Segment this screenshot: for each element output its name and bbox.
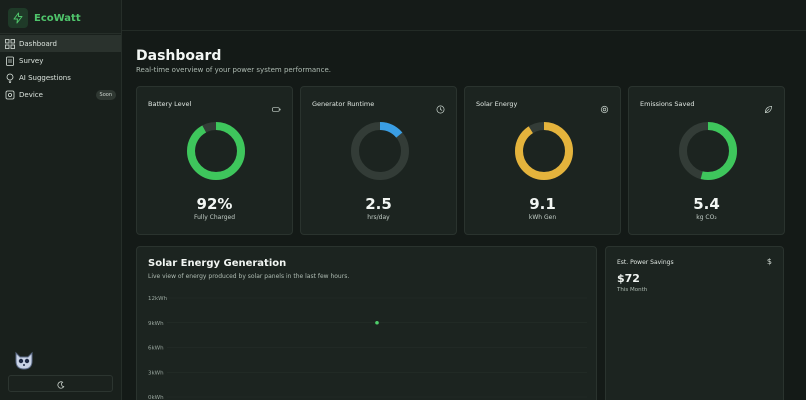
generator-unit: hrs/day [367, 214, 390, 221]
y-tick-label: 0kWh [148, 395, 164, 400]
page-subtitle: Real-time overview of your power system … [136, 66, 331, 74]
moon-icon [56, 374, 65, 393]
solar-donut [515, 122, 573, 180]
chart-data-point[interactable] [375, 320, 379, 325]
generator-donut [351, 122, 409, 180]
bolt-logo-icon [8, 8, 28, 28]
generator-value: 2.5 [365, 195, 392, 213]
card-title: Generator Runtime [312, 100, 375, 108]
sidebar: EcoWatt Dashboard Survey AI Suggestions [0, 0, 122, 400]
y-tick-label: 3kWh [148, 370, 164, 376]
sidebar-item-ai-suggestions[interactable]: AI Suggestions [0, 69, 121, 86]
emissions-unit: kg CO₂ [696, 214, 717, 221]
solar-generation-panel: Solar Energy Generation Live view of ene… [136, 246, 597, 400]
savings-period: This Month [617, 287, 648, 293]
y-tick-label: 12kWh [148, 296, 168, 302]
brand-name: EcoWatt [34, 12, 81, 24]
donut-progress-arc [351, 122, 409, 180]
page-title: Dashboard [136, 48, 222, 64]
dashboard-grid-icon [5, 38, 15, 49]
sidebar-item-dashboard[interactable]: Dashboard [0, 35, 121, 52]
sidebar-item-label: Device [19, 90, 43, 99]
battery-donut [187, 122, 245, 180]
sidebar-item-label: Survey [19, 56, 44, 65]
sidebar-divider [0, 33, 122, 34]
dollar-icon: $ [766, 257, 772, 266]
top-bar [122, 0, 806, 31]
clipboard-icon [5, 56, 15, 66]
emissions-saved-card: Emissions Saved 5.4 kg CO₂ [628, 86, 785, 235]
leaf-icon [764, 99, 773, 114]
sidebar-item-device[interactable]: Device Soon [0, 86, 121, 103]
donut-progress-arc [515, 122, 573, 180]
card-title: Emissions Saved [640, 100, 695, 108]
battery-icon [272, 99, 281, 112]
soon-badge: Soon [95, 89, 116, 100]
y-tick-label: 6kWh [148, 346, 164, 352]
battery-level-card: Battery Level 92% Fully Charged [136, 86, 293, 235]
donut-progress-arc [187, 122, 245, 180]
device-icon [5, 90, 15, 100]
solar-generation-title: Solar Energy Generation [148, 258, 287, 269]
savings-label: Est. Power Savings [617, 259, 674, 266]
avatar[interactable] [12, 349, 36, 371]
sun-icon [600, 99, 609, 114]
power-savings-panel: Est. Power Savings $ $72 This Month [605, 246, 784, 400]
emissions-value: 5.4 [693, 195, 720, 213]
y-tick-label: 9kWh [148, 321, 164, 327]
generator-runtime-card: Generator Runtime 2.5 hrs/day [300, 86, 457, 235]
solar-value: 9.1 [529, 195, 556, 213]
solar-unit: kWh Gen [528, 214, 557, 221]
clock-icon [436, 99, 445, 114]
brand[interactable]: EcoWatt [8, 8, 81, 28]
theme-toggle-button[interactable] [8, 375, 113, 392]
solar-generation-chart: 0kWh 3kWh 6kWh 9kWh 12kWh [148, 296, 587, 400]
lightbulb-icon [5, 73, 15, 83]
savings-value: $72 [617, 272, 640, 285]
solar-generation-subtitle: Live view of energy produced by solar pa… [148, 273, 350, 280]
sidebar-nav: Dashboard Survey AI Suggestions Device S… [0, 35, 121, 103]
battery-status: Fully Charged [193, 214, 236, 221]
sidebar-item-survey[interactable]: Survey [0, 52, 121, 69]
solar-energy-card: Solar Energy 9.1 kWh Gen [464, 86, 621, 235]
emissions-donut [679, 122, 737, 180]
battery-value: 92% [196, 195, 233, 213]
card-title: Battery Level [148, 100, 192, 108]
sidebar-item-label: AI Suggestions [19, 73, 71, 82]
donut-progress-arc [679, 122, 737, 180]
sidebar-item-label: Dashboard [19, 39, 57, 48]
card-title: Solar Energy [476, 100, 518, 108]
